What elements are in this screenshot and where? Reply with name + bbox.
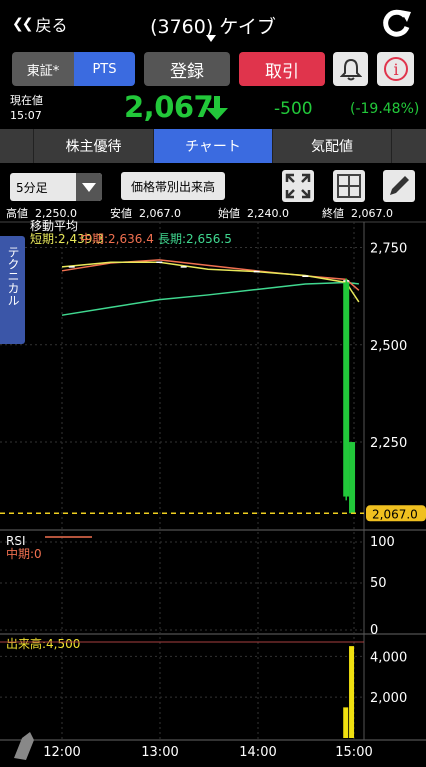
x-tick-label: 14:00 <box>239 745 276 760</box>
ma-title: 移動平均 <box>30 219 78 233</box>
x-tick-label: 12:00 <box>43 745 80 760</box>
y-tick-label: 2,500 <box>370 339 407 354</box>
volume-tick-label: 4,000 <box>370 650 407 665</box>
x-tick-label: 13:00 <box>141 745 178 760</box>
ma-legend-1: 中期:2,636.4 <box>80 231 154 246</box>
y-tick-label: 2,250 <box>370 436 407 451</box>
rsi-tick-label: 0 <box>370 623 378 638</box>
rsi-title: RSI <box>6 534 26 548</box>
candle-body <box>343 282 349 496</box>
volume-tick-label: 2,000 <box>370 691 407 706</box>
technical-tab[interactable]: テクニカル <box>0 236 25 344</box>
rsi-tick-label: 50 <box>370 576 387 591</box>
volume-title: 出来高:4,500 <box>6 636 80 651</box>
volume-bar <box>349 646 354 738</box>
scroll-handle-icon <box>14 732 34 760</box>
volume-bar <box>343 707 348 738</box>
ma-mid-line <box>62 260 359 290</box>
y-tick-label: 2,750 <box>370 241 407 256</box>
ma-long-line <box>62 282 359 315</box>
last-price-label: 2,067.0 <box>372 507 418 521</box>
ma-short-line <box>62 262 359 302</box>
ma-legend-2: 長期:2,656.5 <box>158 232 232 246</box>
rsi-mid-label: 中期:0 <box>6 546 42 561</box>
rsi-tick-label: 100 <box>370 535 395 550</box>
x-tick-label: 15:00 <box>335 745 372 760</box>
candle-body <box>349 442 355 513</box>
